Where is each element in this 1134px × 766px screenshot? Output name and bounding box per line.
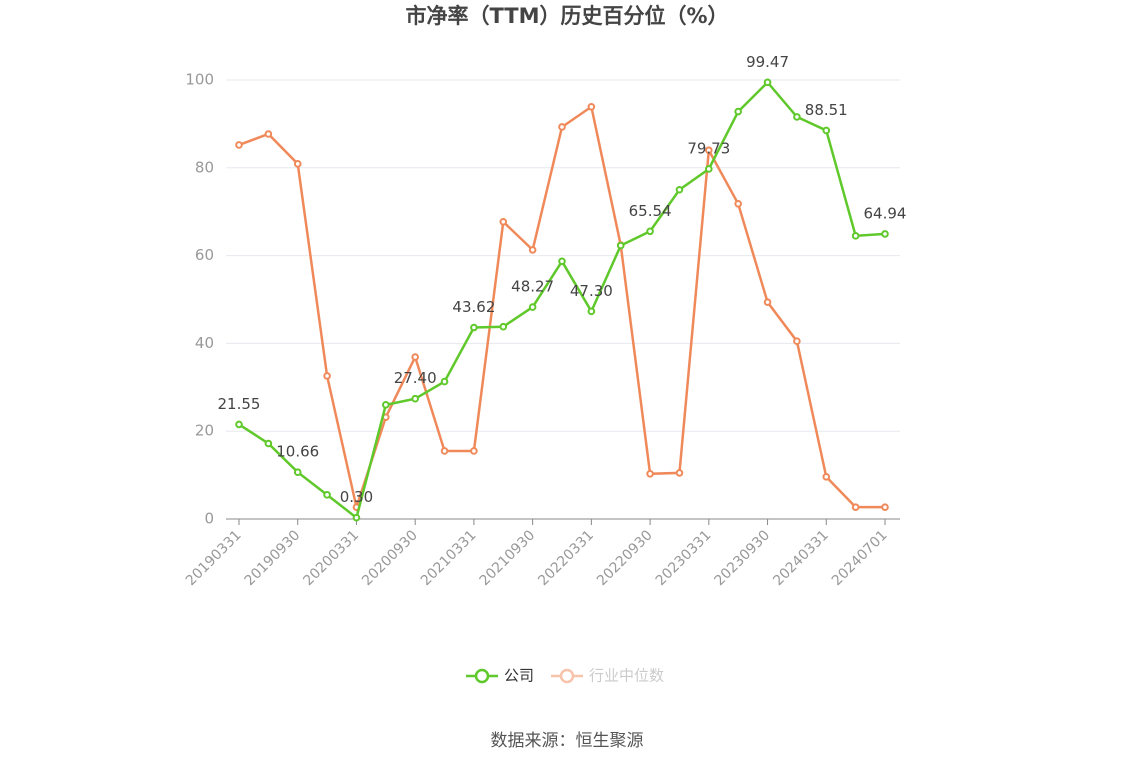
legend-marker <box>559 668 575 684</box>
series-line <box>238 80 886 520</box>
point <box>382 401 390 409</box>
point <box>822 473 831 481</box>
x-tick-label: 20200331 <box>300 527 362 589</box>
point <box>675 469 684 477</box>
data-label: 79.73 <box>687 139 730 157</box>
chart-title: 市净率（TTM）历史百分位（%） <box>405 4 728 28</box>
data-label: 88.51 <box>805 101 848 119</box>
data-label: 27.40 <box>394 369 437 387</box>
data-label: 65.54 <box>629 202 672 220</box>
data-label: 0.30 <box>340 488 373 506</box>
point <box>352 513 361 522</box>
point <box>411 394 419 403</box>
point <box>293 468 302 477</box>
data-label: 99.47 <box>746 53 789 71</box>
point <box>235 141 243 149</box>
point <box>440 377 449 386</box>
point <box>793 113 801 121</box>
point <box>675 185 684 194</box>
x-tick-label: 20210331 <box>418 527 480 589</box>
legend-marker <box>474 668 490 684</box>
x-tick-label: 20230331 <box>653 527 715 589</box>
point <box>499 322 508 331</box>
point <box>440 447 449 455</box>
x-tick-label: 20230930 <box>711 527 773 589</box>
data-label: 21.55 <box>218 395 261 413</box>
point <box>793 337 801 346</box>
y-tick-label: 20 <box>195 422 214 440</box>
point <box>323 491 331 499</box>
point <box>264 439 273 448</box>
point <box>528 303 537 311</box>
y-tick-label: 100 <box>185 71 214 89</box>
point <box>293 160 302 168</box>
x-tick-label: 20240331 <box>770 527 832 589</box>
point <box>646 227 654 236</box>
data-label: 10.66 <box>276 443 319 461</box>
point <box>822 126 831 135</box>
x-tick-label: 20210930 <box>477 527 539 589</box>
y-tick-label: 40 <box>195 334 214 352</box>
point <box>411 353 419 361</box>
x-tick-label: 20190331 <box>183 527 245 589</box>
series-line <box>238 104 885 512</box>
point <box>558 257 566 266</box>
point <box>881 503 889 511</box>
point <box>558 123 566 131</box>
data-label: 47.30 <box>570 282 613 300</box>
data-label: 64.94 <box>864 204 907 222</box>
y-tick-label: 0 <box>204 510 214 528</box>
point <box>264 130 273 138</box>
legend-label: 行业中位数 <box>589 667 664 685</box>
point <box>528 246 537 254</box>
point <box>587 102 596 111</box>
point <box>734 199 742 208</box>
y-tick-label: 60 <box>195 246 214 264</box>
x-tick-label: 20190930 <box>242 527 304 589</box>
point <box>763 298 772 306</box>
point <box>470 447 478 455</box>
point <box>763 78 772 87</box>
point <box>499 217 508 226</box>
y-tick-label: 80 <box>195 158 214 176</box>
point <box>705 146 713 155</box>
data-label: 48.27 <box>511 278 554 296</box>
point <box>323 372 331 380</box>
x-tick-label: 20220331 <box>535 527 597 589</box>
point <box>616 241 625 250</box>
point <box>881 230 889 238</box>
point <box>705 165 713 173</box>
legend-label: 公司 <box>504 667 534 685</box>
point <box>587 307 596 316</box>
x-tick-label: 20200930 <box>359 527 421 589</box>
point <box>851 503 860 511</box>
x-tick-label: 20240701 <box>829 527 891 589</box>
point <box>646 469 654 478</box>
source: 数据来源：恒生聚源 <box>491 731 644 751</box>
data-label: 43.62 <box>452 298 495 316</box>
legend-item: 行业中位数 <box>551 667 664 685</box>
x-tick-label: 20220930 <box>594 527 656 589</box>
legend-item: 公司 <box>466 667 534 685</box>
point <box>734 107 742 116</box>
point <box>470 323 478 332</box>
point <box>235 420 243 429</box>
point <box>851 232 860 240</box>
